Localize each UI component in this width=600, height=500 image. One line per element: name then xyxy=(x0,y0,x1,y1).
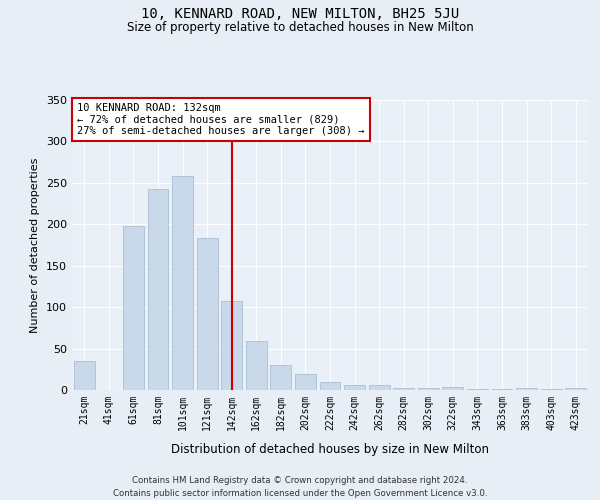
Bar xyxy=(368,385,389,390)
Text: Size of property relative to detached houses in New Milton: Size of property relative to detached ho… xyxy=(127,21,473,34)
Text: 10 KENNARD ROAD: 132sqm
← 72% of detached houses are smaller (829)
27% of semi-d: 10 KENNARD ROAD: 132sqm ← 72% of detache… xyxy=(77,103,365,136)
Bar xyxy=(320,382,340,390)
Bar xyxy=(271,365,292,390)
Bar xyxy=(221,300,242,390)
Bar xyxy=(197,238,218,390)
Bar xyxy=(467,389,488,390)
Bar xyxy=(344,385,365,390)
Bar xyxy=(491,389,512,390)
Bar xyxy=(418,388,439,390)
Bar xyxy=(516,388,537,390)
Bar xyxy=(565,388,586,390)
Bar xyxy=(148,190,169,390)
Bar xyxy=(442,386,463,390)
Y-axis label: Number of detached properties: Number of detached properties xyxy=(31,158,40,332)
Text: Contains HM Land Registry data © Crown copyright and database right 2024.
Contai: Contains HM Land Registry data © Crown c… xyxy=(113,476,487,498)
Bar xyxy=(541,389,562,390)
Bar xyxy=(393,388,414,390)
Bar xyxy=(123,226,144,390)
Bar xyxy=(74,361,95,390)
Bar xyxy=(172,176,193,390)
Text: 10, KENNARD ROAD, NEW MILTON, BH25 5JU: 10, KENNARD ROAD, NEW MILTON, BH25 5JU xyxy=(141,8,459,22)
Text: Distribution of detached houses by size in New Milton: Distribution of detached houses by size … xyxy=(171,442,489,456)
Bar xyxy=(246,341,267,390)
Bar xyxy=(295,374,316,390)
